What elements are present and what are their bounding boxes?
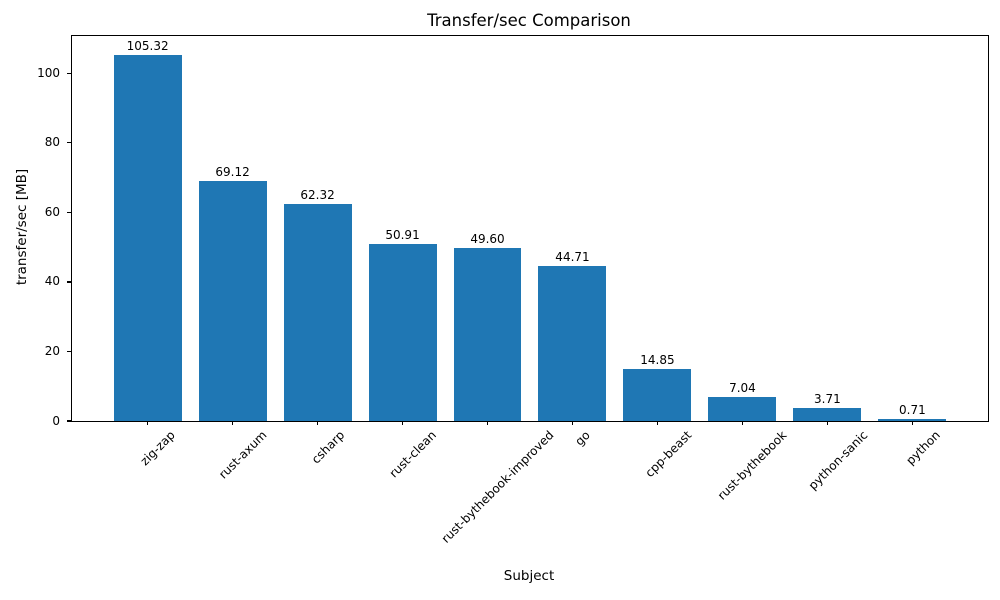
x-tick-mark — [571, 421, 574, 425]
bar-rust-bythebook-improved — [453, 248, 522, 421]
x-tick-label: rust-clean — [386, 428, 440, 481]
y-tick-mark — [67, 142, 71, 144]
y-axis-label: transfer/sec [MB] — [14, 168, 30, 286]
x-tick-mark — [826, 421, 829, 425]
y-tick-label: 80 — [44, 135, 60, 150]
x-tick-label: zig-zap — [137, 428, 178, 469]
bar-rust-axum — [198, 180, 267, 421]
x-tick-mark — [231, 421, 234, 425]
plot-area: 0 20 40 60 80 100 105.32 zig-zap 69.12 rust-axum 6… — [37, 35, 989, 546]
x-tick-label: cpp-beast — [642, 428, 694, 480]
x-tick-mark — [316, 421, 319, 425]
bar-value-label: 0.71 — [899, 402, 926, 417]
x-tick-mark — [401, 421, 404, 425]
bar-value-label: 7.04 — [729, 380, 756, 395]
bar-value-label: 49.60 — [470, 232, 505, 247]
x-tick-mark — [911, 421, 914, 425]
bar-rust-bythebook — [708, 396, 777, 421]
x-tick-label: python-sanic — [805, 428, 871, 493]
bar-value-label: 69.12 — [215, 164, 250, 179]
x-tick-label: python — [902, 428, 943, 468]
y-tick-label: 20 — [44, 343, 60, 358]
y-tick-label: 100 — [37, 65, 60, 80]
bar-rust-clean — [368, 243, 437, 421]
y-tick-mark — [67, 281, 71, 283]
bar-cpp-beast — [623, 369, 692, 421]
x-axis-label: Subject — [503, 568, 555, 584]
bar-value-label: 62.32 — [300, 188, 335, 203]
x-tick-mark — [741, 421, 744, 425]
bar-csharp — [283, 204, 352, 421]
x-tick-mark — [486, 421, 489, 425]
x-tick-label: go — [572, 428, 593, 449]
bar-value-label: 44.71 — [555, 249, 590, 264]
x-tick-label: csharp — [308, 428, 348, 467]
x-tick-mark — [146, 421, 149, 425]
y-tick-label: 40 — [44, 274, 60, 289]
x-tick-mark — [656, 421, 659, 425]
bar-python-sanic — [793, 408, 862, 421]
x-tick-label: rust-bythebook-improved — [438, 428, 557, 546]
bar-zig-zap — [113, 54, 182, 421]
y-tick-mark — [67, 350, 71, 353]
y-tick-label: 60 — [44, 204, 60, 219]
y-tick-label: 0 — [52, 413, 60, 428]
x-tick-label: rust-bythebook — [715, 428, 790, 503]
chart-title: Transfer/sec Comparison — [427, 11, 631, 30]
y-tick-mark — [67, 420, 71, 422]
x-tick-label: rust-axum — [215, 428, 270, 482]
bar-value-label: 50.91 — [385, 227, 420, 242]
bar-value-label: 14.85 — [640, 353, 675, 368]
bar-python — [878, 418, 947, 421]
y-tick-mark — [67, 72, 71, 74]
bar-go — [538, 265, 607, 421]
y-tick-mark — [67, 211, 71, 214]
bar-value-label: 105.32 — [126, 38, 169, 53]
bar-value-label: 3.71 — [814, 392, 841, 407]
